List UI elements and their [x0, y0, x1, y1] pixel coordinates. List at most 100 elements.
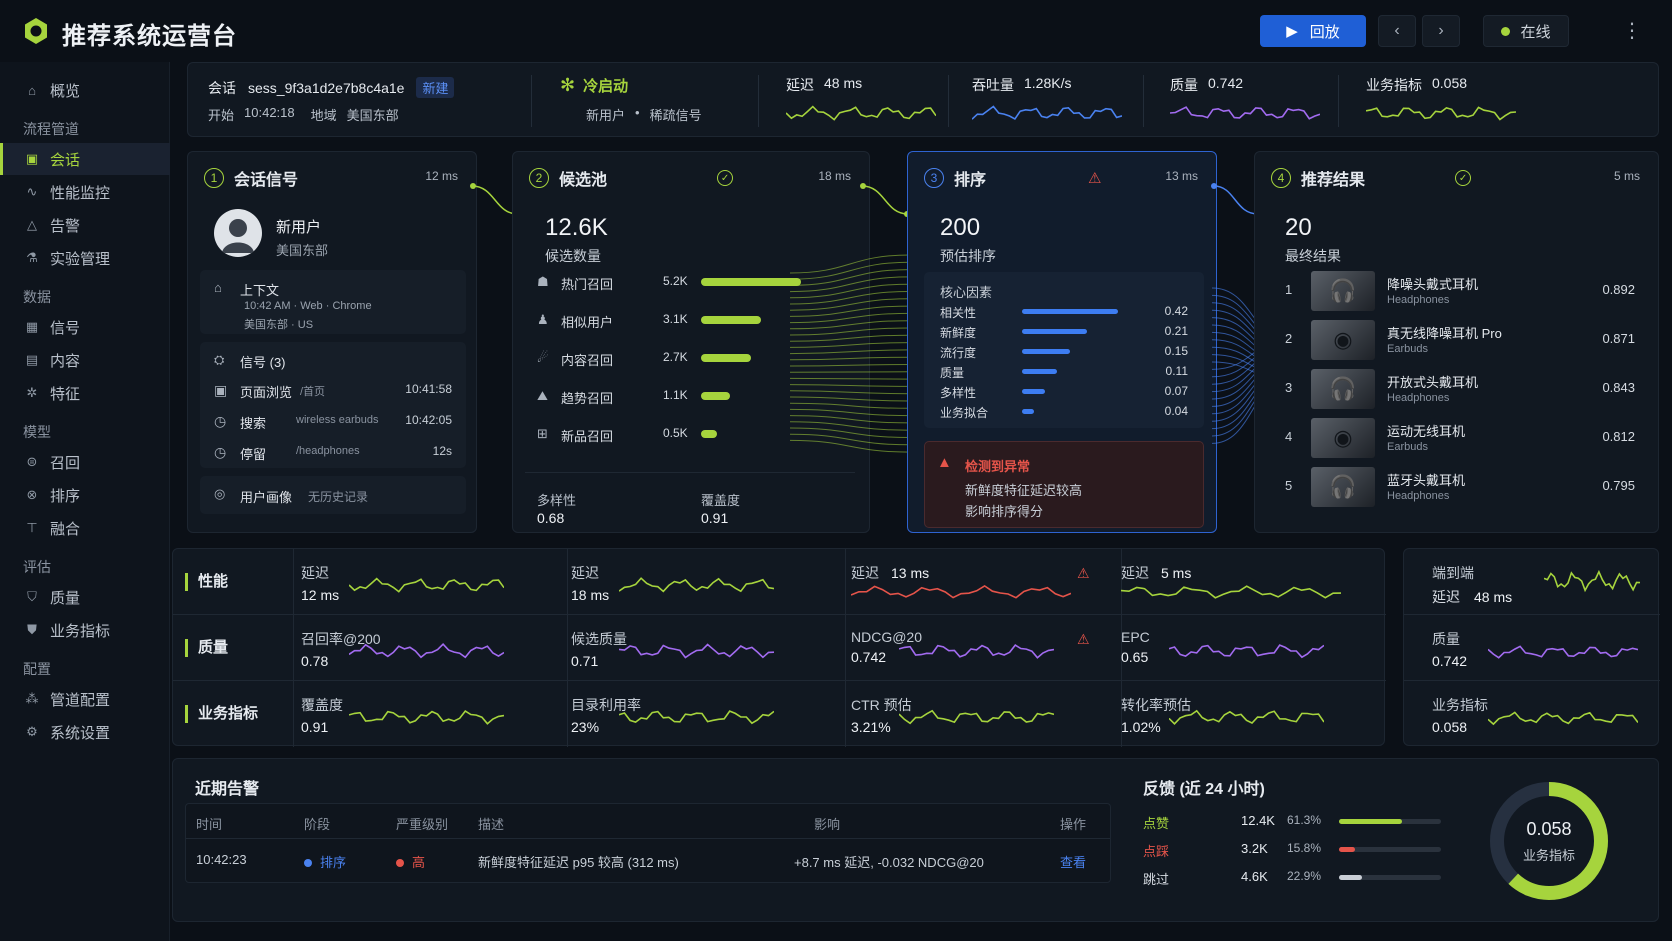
metric-cell[interactable]: 候选质量 0.71: [571, 629, 821, 673]
sidebar-item-3-0[interactable]: ⛉ 质量: [0, 581, 170, 613]
page-icon: ▣: [214, 382, 228, 398]
sidebar-item-0-0[interactable]: ▣ 会话: [0, 143, 170, 175]
source-bar: [701, 354, 751, 362]
metric-cell[interactable]: 覆盖度 0.91: [301, 695, 551, 739]
factor-value: 0.04: [1164, 404, 1188, 418]
headphones-icon: ◉: [1333, 327, 1353, 352]
column-header: 阶段: [304, 817, 331, 832]
factor-name: 新鲜度: [940, 326, 977, 340]
context-line1: 10:42 AM · Web · Chrome: [244, 300, 372, 312]
sidebar-item-1-2[interactable]: ✲ 特征: [0, 377, 170, 409]
sidebar-item-0-1[interactable]: ∿ 性能监控: [0, 176, 170, 208]
user-profile-card[interactable]: ◎ 用户画像 无历史记录: [200, 476, 466, 514]
alert-stage: 排序: [304, 852, 346, 871]
sidebar-item-3-1[interactable]: ⛊ 业务指标: [0, 614, 170, 646]
prev-button[interactable]: ‹: [1378, 15, 1416, 47]
stage-number: 1: [204, 168, 224, 188]
replay-button[interactable]: ▶ 回放: [1260, 15, 1366, 47]
check-circle-icon: ✓: [1455, 170, 1472, 186]
sidebar-item-0-2[interactable]: △ 告警: [0, 209, 170, 241]
result-item[interactable]: 4 ◉ 运动无线耳机 Earbuds 0.812: [1265, 415, 1645, 461]
product-thumbnail: 🎧: [1311, 369, 1375, 409]
result-item[interactable]: 1 🎧 降噪头戴式耳机 Headphones 0.892: [1265, 268, 1645, 314]
result-score: 0.871: [1602, 331, 1635, 346]
metric-sparkline: [1169, 709, 1324, 725]
warning-icon: ⚠: [1077, 565, 1090, 581]
anomaly-line1: 新鲜度特征延迟较高: [965, 483, 1083, 498]
flask-icon: ⚗: [26, 250, 38, 265]
alert-triangle-icon: ▲: [937, 454, 952, 471]
factors-title: 核心因素: [940, 285, 993, 300]
metric-label: 延迟: [571, 565, 599, 581]
sidebar-item-0-3[interactable]: ⚗ 实验管理: [0, 242, 170, 274]
source-icon: ☗: [537, 274, 549, 289]
signal-time: 12s: [432, 444, 452, 458]
product-thumbnail: ◉: [1311, 320, 1375, 360]
source-bar: [701, 392, 730, 400]
metrics-grid: 性能 延迟 12 ms 延迟 18 ms 延迟 13 ms ⚠ 延迟 5 ms 质量 召回率@200 0…: [172, 548, 1386, 747]
kpi-1[interactable]: 吞吐量 1.28K/s: [972, 75, 1071, 95]
sidebar-item-4-0[interactable]: ⁂ 管道配置: [0, 683, 170, 715]
sidebar-item-2-0[interactable]: ⊜ 召回: [0, 446, 170, 478]
ranking-count: 200: [940, 214, 981, 241]
result-name: 降噪头戴式耳机: [1387, 277, 1479, 292]
feedback-count: 4.6K: [1241, 869, 1268, 884]
result-item[interactable]: 2 ◉ 真无线降噪耳机 Pro Earbuds 0.871: [1265, 317, 1645, 363]
stage-latency: 5 ms: [1613, 169, 1640, 183]
session-id[interactable]: sess_9f3a1d2e7b8c4a1e: [248, 79, 405, 96]
kpi-3[interactable]: 业务指标 0.058: [1366, 75, 1467, 95]
summary-metric[interactable]: 端到端 延迟 48 ms: [1432, 563, 1512, 607]
result-name: 蓝牙头戴耳机: [1387, 473, 1466, 488]
candidate-count-label: 候选数量: [545, 248, 601, 264]
metric-cell[interactable]: 转化率预估 1.02%: [1121, 695, 1371, 739]
sidebar-item-overview[interactable]: ⌂ 概览: [0, 74, 170, 106]
kpi-0[interactable]: 延迟 48 ms: [786, 75, 862, 95]
sidebar-item-4-1[interactable]: ⚙ 系统设置: [0, 716, 170, 748]
sidebar-item-label: 特征: [50, 385, 81, 403]
column-header: 影响: [814, 817, 841, 832]
kpi-value: 0.058: [1432, 75, 1468, 91]
summary-metric[interactable]: 质量 0.742: [1432, 629, 1467, 669]
source-value: 5.2K: [663, 274, 688, 288]
signals-icon: ⛭: [214, 352, 225, 367]
sidebar-group-title: 流程管道: [23, 121, 79, 137]
alert-row[interactable]: 10:42:23 排序 高 新鲜度特征延迟 p95 较高 (312 ms) +8.7 m…: [186, 846, 1110, 874]
sidebar-item-1-1[interactable]: ▤ 内容: [0, 344, 170, 376]
user-name: 新用户: [276, 219, 322, 236]
summary-metric[interactable]: 业务指标 0.058: [1432, 695, 1488, 735]
metric-cell[interactable]: 目录利用率 23%: [571, 695, 821, 739]
sidebar: ⌂ 概览 流程管道 ▣ 会话 ∿ 性能监控 △ 告警 ⚗ 实验管理 数据 ▦ 信号 ▤ 内容 ✲ 特征 模型 ⊜ 召回 ⊗…: [0, 62, 170, 941]
sidebar-item-2-1[interactable]: ⊗ 排序: [0, 479, 170, 511]
stage-latency: 12 ms: [425, 169, 458, 183]
result-item[interactable]: 3 🎧 开放式头戴耳机 Headphones 0.843: [1265, 366, 1645, 412]
metric-cell[interactable]: 延迟 13 ms: [851, 563, 1101, 607]
status-pill[interactable]: 在线: [1483, 15, 1569, 47]
sidebar-item-label: 业务指标: [50, 622, 111, 640]
metric-cell[interactable]: NDCG@20 0.742: [851, 629, 1101, 673]
chevron-left-icon: ‹: [1394, 22, 1400, 39]
metric-cell[interactable]: EPC 0.65: [1121, 629, 1371, 673]
kpi-2[interactable]: 质量 0.742: [1170, 75, 1243, 95]
sidebar-item-1-0[interactable]: ▦ 信号: [0, 311, 170, 343]
metric-cell[interactable]: 延迟 5 ms: [1121, 563, 1371, 607]
anomaly-alert[interactable]: ▲ 检测到异常 新鲜度特征延迟较高 影响排序得分: [924, 441, 1204, 528]
metric-label-2: 延迟 48 ms: [1432, 587, 1512, 607]
context-icon: ⌂: [214, 280, 222, 295]
source-icon: ⛰: [537, 388, 548, 403]
metric-cell[interactable]: 召回率@200 0.78: [301, 629, 551, 673]
sidebar-item-2-2[interactable]: ⊤ 融合: [0, 512, 170, 544]
stage-number: 2: [529, 168, 549, 188]
view-alert-link[interactable]: 查看: [1060, 855, 1087, 870]
metric-cell[interactable]: CTR 预估 3.21%: [851, 695, 1101, 739]
result-item[interactable]: 5 🎧 蓝牙头戴耳机 Headphones 0.795: [1265, 464, 1645, 510]
next-button[interactable]: ›: [1422, 15, 1460, 47]
metric-cell[interactable]: 延迟 12 ms: [301, 563, 551, 607]
kpi-label: 延迟: [786, 77, 814, 93]
factor-name: 业务拟合: [940, 406, 989, 420]
metric-cell[interactable]: 延迟 18 ms: [571, 563, 821, 607]
column-header: 操作: [1060, 817, 1087, 832]
source-name: 热门召回: [561, 277, 614, 292]
signal-name: 停留: [240, 447, 267, 462]
more-menu-icon[interactable]: ⋮: [1622, 20, 1642, 42]
metric-value: 0.71: [571, 653, 599, 669]
